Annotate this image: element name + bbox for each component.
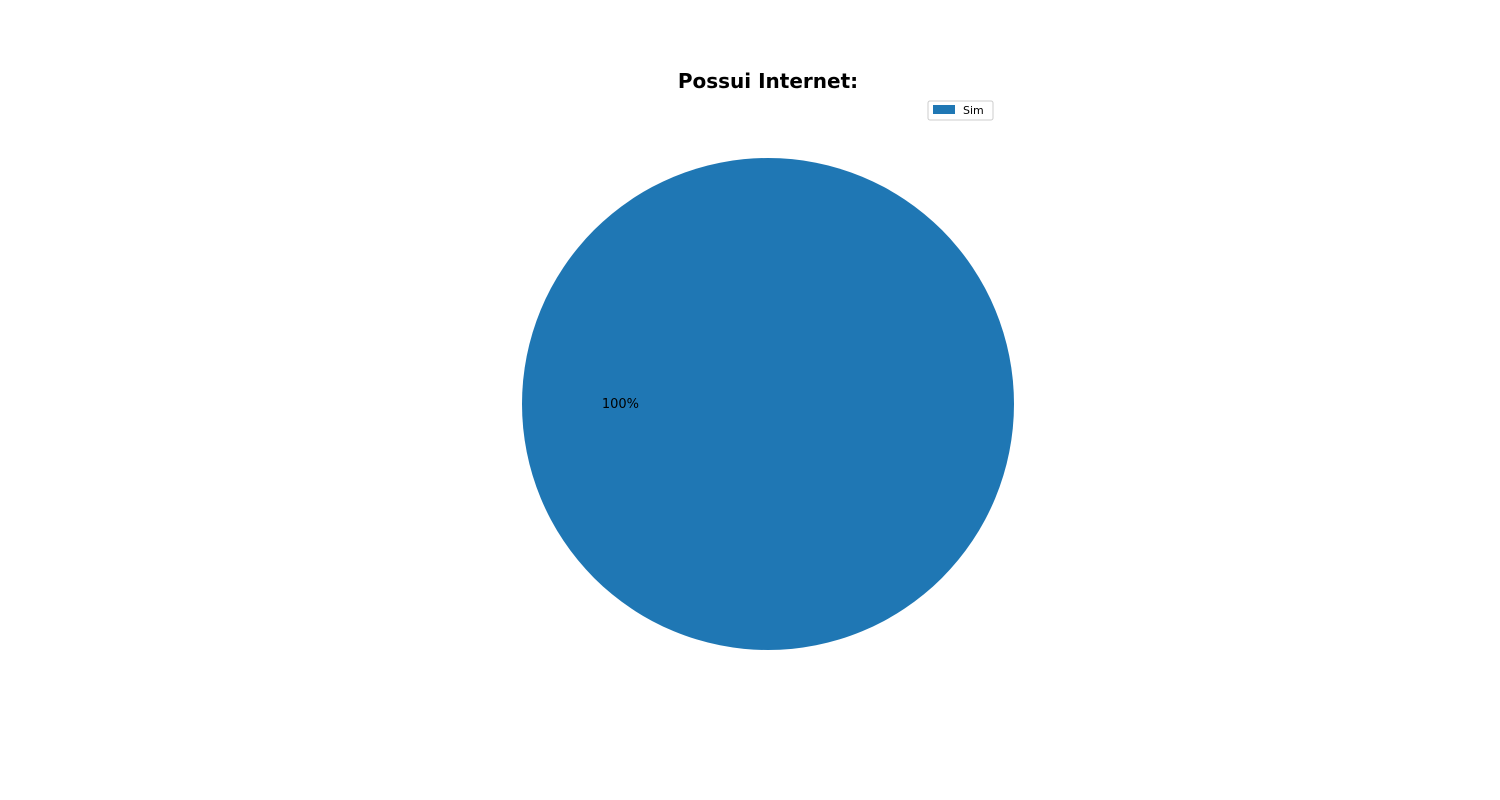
pie-slice-sim (522, 158, 1014, 650)
pie-slices (522, 158, 1014, 650)
legend-entries: Sim (933, 104, 984, 117)
percent-label: 100% (602, 397, 639, 412)
legend: Sim (927, 100, 994, 121)
percent-labels: 100% (602, 397, 639, 412)
chart-title: Possui Internet: (678, 69, 858, 93)
legend-label: Sim (963, 104, 984, 117)
legend-swatch (933, 105, 955, 114)
